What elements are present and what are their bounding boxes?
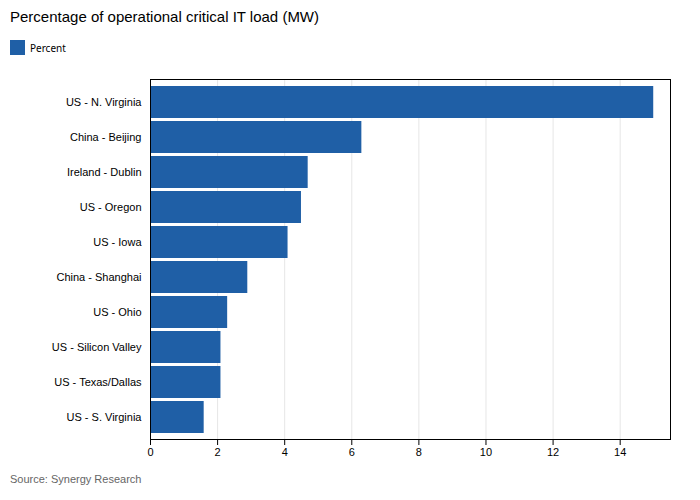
svg-text:12: 12 [547,446,559,458]
svg-text:China - Beijing: China - Beijing [70,131,142,143]
svg-text:US - Iowa: US - Iowa [93,236,142,248]
svg-text:Ireland - Dublin: Ireland - Dublin [67,166,142,178]
html-text:Percent: Percent [30,40,66,55]
svg-text:10: 10 [480,446,492,458]
svg-text:6: 6 [349,446,355,458]
svg-text:US - S. Virginia: US - S. Virginia [67,411,143,423]
svg-text:US - Silicon Valley: US - Silicon Valley [52,341,142,353]
svg-text:US - Oregon: US - Oregon [80,201,142,213]
html-text:Source: Synergy Research: Source: Synergy Research [10,473,142,485]
svg-text:4: 4 [282,446,288,458]
svg-text:US - Texas/Dallas: US - Texas/Dallas [54,376,142,388]
svg-text:0: 0 [147,446,153,458]
svg-text:US - N. Virginia: US - N. Virginia [66,96,142,108]
svg-text:8: 8 [416,446,422,458]
svg-text:2: 2 [215,446,221,458]
svg-text:China - Shanghai: China - Shanghai [56,271,141,283]
svg-text:14: 14 [614,446,626,458]
html-text:Percentage of operational crit: Percentage of operational critical IT lo… [10,8,319,25]
svg-text:US - Ohio: US - Ohio [93,306,141,318]
